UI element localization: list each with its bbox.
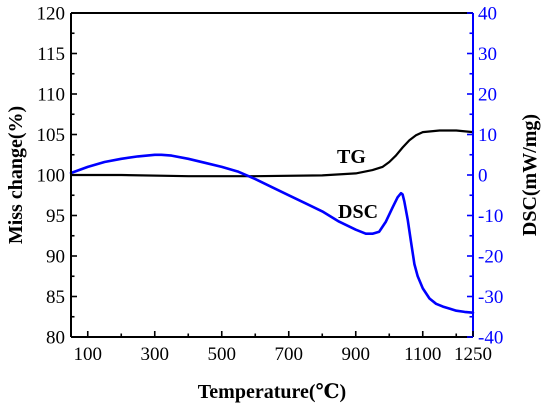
plot-area bbox=[69, 129, 475, 314]
x-tick-label-500: 500 bbox=[208, 344, 237, 365]
left-y-tick-label-80: 80 bbox=[46, 328, 65, 349]
right-y-tick-label--30: -30 bbox=[478, 287, 503, 308]
tick-labels: 100 300 500 700 900 1100 125080859095100105110… bbox=[37, 4, 504, 366]
series-line-tg bbox=[69, 129, 475, 178]
x-tick-label-300: 300 bbox=[141, 344, 170, 365]
series-label-dsc: DSC bbox=[338, 201, 378, 223]
left-y-tick-label-85: 85 bbox=[46, 287, 65, 308]
left-y-tick-label-90: 90 bbox=[46, 247, 65, 268]
left-y-tick-label-100: 100 bbox=[37, 166, 66, 187]
left-y-axis-title: Miss change(%) bbox=[5, 106, 27, 244]
right-y-tick-label-10: 10 bbox=[478, 125, 497, 146]
right-y-axis-title: DSC(mW/mg) bbox=[519, 114, 541, 236]
left-y-tick-label-95: 95 bbox=[46, 206, 65, 227]
x-tick-label-900: 900 bbox=[342, 344, 371, 365]
x-tick-label-700: 700 bbox=[275, 344, 304, 365]
x-axis-title: Temperature(℃) bbox=[198, 381, 346, 403]
left-y-tick-label-110: 110 bbox=[37, 85, 65, 106]
right-y-tick-label--40: -40 bbox=[478, 328, 503, 349]
right-y-tick-label-30: 30 bbox=[478, 44, 497, 65]
right-y-tick-label-20: 20 bbox=[478, 85, 497, 106]
x-tick-label-100: 100 bbox=[74, 344, 103, 365]
series-line-dsc bbox=[69, 153, 475, 314]
tick-marks bbox=[71, 12, 474, 338]
right-y-tick-label--20: -20 bbox=[478, 247, 503, 268]
right-y-tick-label-0: 0 bbox=[478, 166, 488, 187]
series-label-tg: TG bbox=[337, 146, 366, 168]
left-y-tick-label-105: 105 bbox=[37, 125, 66, 146]
right-y-tick-label--10: -10 bbox=[478, 206, 503, 227]
x-tick-label-1100: 1100 bbox=[404, 344, 441, 365]
left-y-tick-label-120: 120 bbox=[37, 4, 66, 25]
right-y-tick-label-40: 40 bbox=[478, 4, 497, 25]
left-y-tick-label-115: 115 bbox=[37, 44, 65, 65]
x-tick-label-1250: 1250 bbox=[454, 344, 492, 365]
